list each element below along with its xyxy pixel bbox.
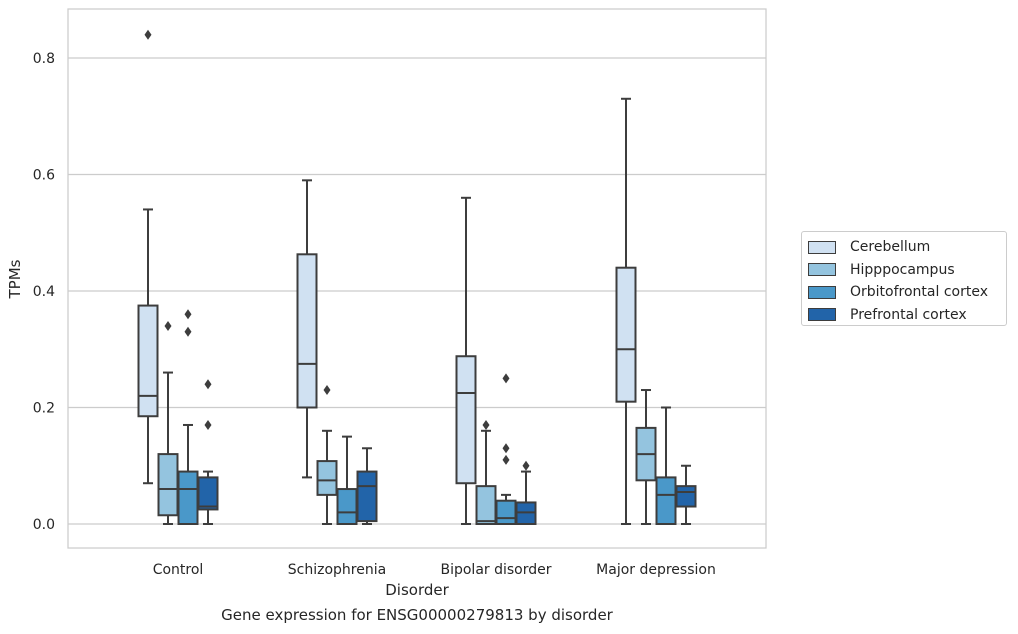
legend-item: Prefrontal cortex — [808, 304, 1006, 327]
legend-swatch — [808, 285, 836, 299]
y-axis-label: TPMs — [6, 259, 24, 299]
outlier-point — [144, 29, 152, 40]
box-iqr — [356, 470, 378, 523]
legend: Cerebellum Hipppocampus Orbitofrontal cort… — [801, 231, 1007, 326]
box-iqr — [655, 476, 677, 525]
box-cerebellum — [296, 179, 318, 479]
box-orbitofrontal-cortex — [336, 435, 358, 525]
box-hipppocampus — [157, 320, 179, 525]
legend-swatch — [808, 240, 836, 254]
box-iqr — [615, 266, 637, 403]
box-iqr — [336, 488, 358, 525]
y-tick-label: 0.8 — [33, 51, 55, 67]
x-axis-ticks: Control Schizophrenia Bipolar disorder Majo… — [153, 562, 716, 578]
legend-label: Orbitofrontal cortex — [850, 284, 988, 301]
legend-item: Orbitofrontal cortex — [808, 281, 1006, 304]
box-iqr — [475, 485, 497, 526]
legend-swatch — [808, 263, 836, 277]
outlier-point — [204, 419, 212, 430]
box-iqr — [455, 355, 477, 485]
box-orbitofrontal-cortex — [177, 309, 199, 526]
box-hipppocampus — [475, 419, 497, 526]
box-orbitofrontal-cortex — [655, 406, 677, 525]
y-axis-ticks: 0.0 0.2 0.4 0.6 0.8 — [33, 51, 55, 533]
outlier-point — [164, 320, 172, 331]
box-iqr — [137, 304, 159, 418]
y-tick-label: 0.2 — [33, 401, 55, 417]
box-cerebellum — [615, 97, 637, 525]
box-iqr — [495, 499, 517, 526]
box-hipppocampus — [635, 389, 657, 525]
legend-label: Prefrontal cortex — [850, 306, 967, 323]
outlier-point — [184, 326, 192, 337]
box-cerebellum — [137, 29, 159, 485]
box-cerebellum — [455, 196, 477, 525]
box-prefrontal-cortex — [356, 447, 378, 525]
box-hipppocampus — [316, 385, 338, 525]
boxes — [137, 29, 697, 526]
legend-swatch — [808, 308, 836, 322]
chart-caption: Gene expression for ENSG00000279813 by d… — [221, 606, 613, 624]
legend-label: Cerebellum — [850, 239, 931, 256]
outlier-point — [502, 443, 510, 454]
outlier-point — [522, 460, 530, 471]
y-tick-label: 0.4 — [33, 284, 55, 300]
box-prefrontal-cortex — [515, 460, 537, 526]
outlier-point — [502, 373, 510, 384]
outlier-point — [502, 454, 510, 465]
x-tick-label: Major depression — [596, 562, 716, 578]
x-tick-label: Bipolar disorder — [440, 562, 551, 578]
box-iqr — [197, 476, 219, 511]
plot-frame — [67, 8, 767, 549]
legend-label: Hipppocampus — [850, 261, 955, 278]
y-tick-label: 0.6 — [33, 168, 55, 184]
legend-item: Cerebellum — [808, 236, 1006, 259]
box-iqr — [296, 253, 318, 409]
x-tick-label: Schizophrenia — [288, 562, 386, 578]
box-iqr — [157, 453, 179, 517]
outlier-point — [323, 385, 331, 396]
outlier-point — [184, 309, 192, 320]
box-prefrontal-cortex — [675, 464, 697, 525]
x-tick-label: Control — [153, 562, 204, 578]
y-tick-label: 0.0 — [33, 517, 55, 533]
box-iqr — [675, 485, 697, 508]
box-prefrontal-cortex — [197, 379, 219, 525]
outlier-point — [204, 379, 212, 390]
box-iqr — [177, 470, 199, 526]
box-iqr — [316, 460, 338, 496]
legend-item: Hipppocampus — [808, 259, 1006, 282]
x-axis-label: Disorder — [385, 581, 449, 599]
box-orbitofrontal-cortex — [495, 373, 517, 526]
outlier-point — [482, 419, 490, 430]
